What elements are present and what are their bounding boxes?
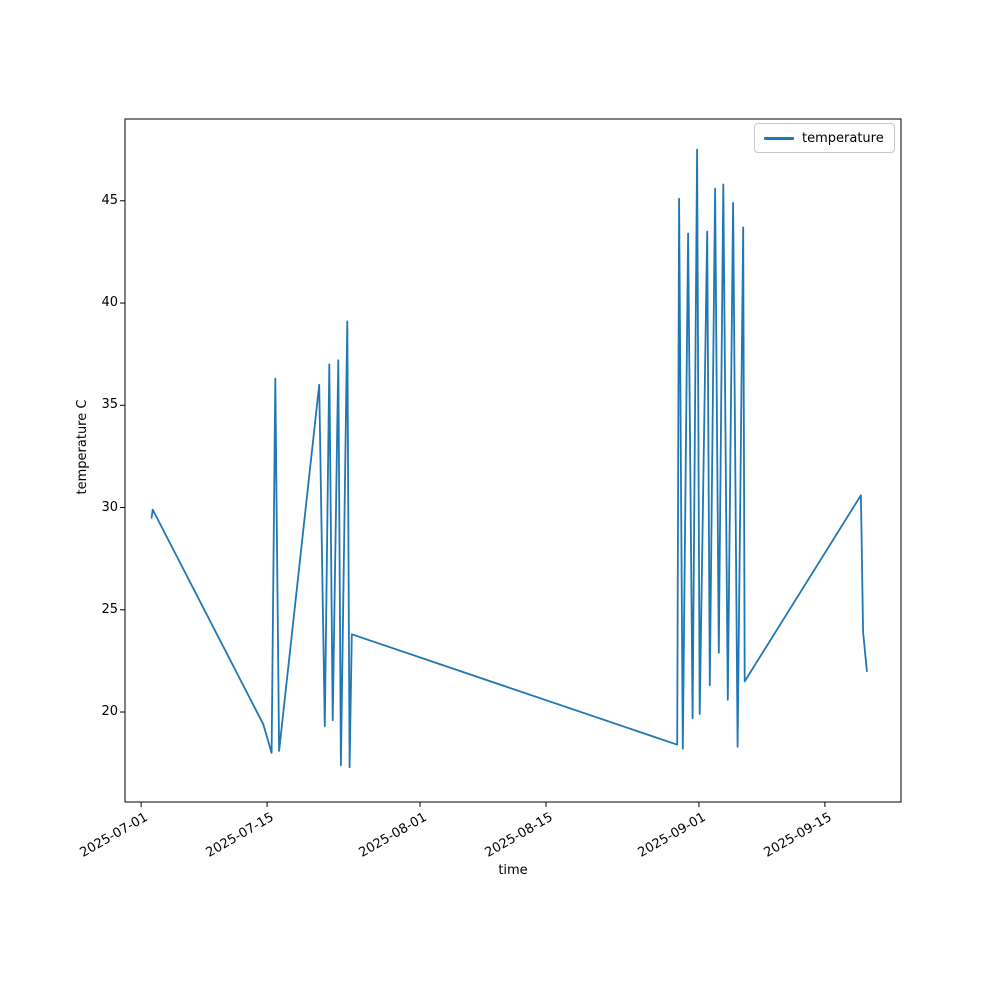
axes-frame	[124, 118, 902, 803]
y-tick-label: 25	[101, 601, 118, 617]
x-axis-label: time	[498, 863, 528, 878]
y-tick-label: 35	[101, 397, 118, 413]
y-tick-label: 45	[101, 192, 118, 208]
y-tick-label: 20	[101, 704, 118, 720]
legend-label: temperature	[802, 130, 884, 146]
y-tick-label: 30	[101, 499, 118, 515]
legend-line-sample-icon	[764, 136, 794, 140]
temperature-line	[150, 148, 868, 769]
y-tick-label: 40	[101, 295, 118, 311]
legend: temperature	[754, 123, 895, 153]
y-axis-label: temperature C	[75, 399, 90, 495]
